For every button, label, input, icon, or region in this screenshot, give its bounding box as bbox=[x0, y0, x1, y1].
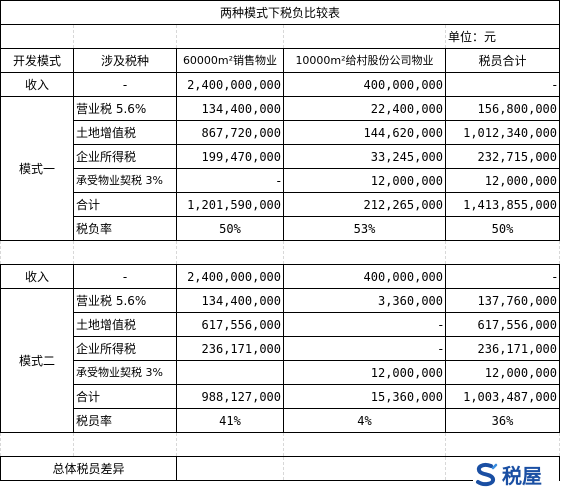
sales-cell[interactable]: 988,127,000 bbox=[176, 384, 284, 409]
village-cell[interactable]: 4% bbox=[283, 408, 446, 433]
total-cell[interactable]: 232,715,000 bbox=[444, 144, 561, 169]
shuiwu-logo: 税屋 bbox=[473, 460, 559, 488]
sales-cell[interactable]: 134,400,000 bbox=[176, 288, 284, 313]
income-total[interactable]: - bbox=[444, 264, 561, 289]
village-cell[interactable]: 33,245,000 bbox=[283, 144, 446, 169]
income-sales[interactable]: 2,400,000,000 bbox=[176, 264, 284, 289]
tax-type-cell[interactable]: 企业所得税 bbox=[73, 336, 177, 361]
tax-type-cell[interactable]: 合计 bbox=[73, 384, 177, 409]
sales-cell[interactable]: 617,556,000 bbox=[176, 312, 284, 337]
total-cell[interactable]: 156,800,000 bbox=[444, 96, 561, 121]
shuiwu-logo-text: 税屋 bbox=[502, 463, 542, 488]
total-cell[interactable]: 137,760,000 bbox=[444, 288, 561, 313]
village-cell[interactable]: - bbox=[283, 336, 446, 361]
village-cell[interactable]: 15,360,000 bbox=[283, 384, 446, 409]
total-cell[interactable]: 1,012,340,000 bbox=[444, 120, 561, 145]
village-cell[interactable]: 144,620,000 bbox=[283, 120, 446, 145]
sales-cell[interactable]: 867,720,000 bbox=[176, 120, 284, 145]
header-village-property[interactable]: 10000m²给村股份公司物业 bbox=[283, 48, 446, 73]
sales-cell[interactable]: 236,171,000 bbox=[176, 336, 284, 361]
income-village[interactable]: 400,000,000 bbox=[283, 264, 446, 289]
total-cell[interactable]: 50% bbox=[444, 216, 561, 241]
sales-cell[interactable]: 134,400,000 bbox=[176, 96, 284, 121]
tax-type-cell[interactable]: 企业所得税 bbox=[73, 144, 177, 169]
mode2-label[interactable]: 模式二 bbox=[0, 288, 74, 433]
village-cell[interactable]: 3,360,000 bbox=[283, 288, 446, 313]
tax-type-cell[interactable]: 合计 bbox=[73, 192, 177, 217]
income-total[interactable]: - bbox=[444, 72, 561, 97]
sales-cell[interactable] bbox=[176, 360, 284, 385]
total-cell[interactable]: 12,000,000 bbox=[444, 168, 561, 193]
income-label[interactable]: 收入 bbox=[0, 72, 74, 97]
mode1-label[interactable]: 模式一 bbox=[0, 96, 74, 241]
income-sales[interactable]: 2,400,000,000 bbox=[176, 72, 284, 97]
sales-cell[interactable]: - bbox=[176, 168, 284, 193]
income-village[interactable]: 400,000,000 bbox=[283, 72, 446, 97]
header-tax-total[interactable]: 税员合计 bbox=[444, 48, 561, 73]
total-cell[interactable]: 236,171,000 bbox=[444, 336, 561, 361]
unit-label[interactable]: 单位：元 bbox=[444, 24, 561, 49]
income-tax[interactable]: - bbox=[73, 264, 177, 289]
tax-type-cell[interactable]: 承受物业契税 3% bbox=[73, 360, 177, 385]
village-cell[interactable]: 53% bbox=[283, 216, 446, 241]
header-sales-property[interactable]: 60000m²销售物业 bbox=[176, 48, 284, 73]
tax-type-cell[interactable]: 土地增值税 bbox=[73, 120, 177, 145]
sales-cell[interactable]: 41% bbox=[176, 408, 284, 433]
shuiwu-logo-icon bbox=[476, 462, 498, 487]
village-cell[interactable]: 12,000,000 bbox=[283, 360, 446, 385]
income-label[interactable]: 收入 bbox=[0, 264, 74, 289]
total-cell[interactable]: 1,003,487,000 bbox=[444, 384, 561, 409]
tax-type-cell[interactable]: 营业税 5.6% bbox=[73, 96, 177, 121]
village-cell[interactable]: - bbox=[283, 312, 446, 337]
income-tax[interactable]: - bbox=[73, 72, 177, 97]
header-tax-type[interactable]: 涉及税种 bbox=[73, 48, 177, 73]
tax-type-cell[interactable]: 税员率 bbox=[73, 408, 177, 433]
sales-cell[interactable]: 50% bbox=[176, 216, 284, 241]
tax-type-cell[interactable]: 税负率 bbox=[73, 216, 177, 241]
village-cell[interactable]: 22,400,000 bbox=[283, 96, 446, 121]
tax-type-cell[interactable]: 营业税 5.6% bbox=[73, 288, 177, 313]
total-cell[interactable]: 36% bbox=[444, 408, 561, 433]
total-cell[interactable]: 1,413,855,000 bbox=[444, 192, 561, 217]
tax-type-cell[interactable]: 承受物业契税 3% bbox=[73, 168, 177, 193]
sheet-title[interactable]: 两种模式下税负比较表 bbox=[0, 0, 561, 25]
sales-cell[interactable]: 199,470,000 bbox=[176, 144, 284, 169]
total-cell[interactable]: 12,000,000 bbox=[444, 360, 561, 385]
total-cell[interactable]: 617,556,000 bbox=[444, 312, 561, 337]
header-mode[interactable]: 开发模式 bbox=[0, 48, 74, 73]
village-cell[interactable]: 12,000,000 bbox=[283, 168, 446, 193]
village-cell[interactable]: 212,265,000 bbox=[283, 192, 446, 217]
overall-tax-difference-label[interactable]: 总体税员差异 bbox=[0, 456, 177, 481]
tax-type-cell[interactable]: 土地增值税 bbox=[73, 312, 177, 337]
sales-cell[interactable]: 1,201,590,000 bbox=[176, 192, 284, 217]
